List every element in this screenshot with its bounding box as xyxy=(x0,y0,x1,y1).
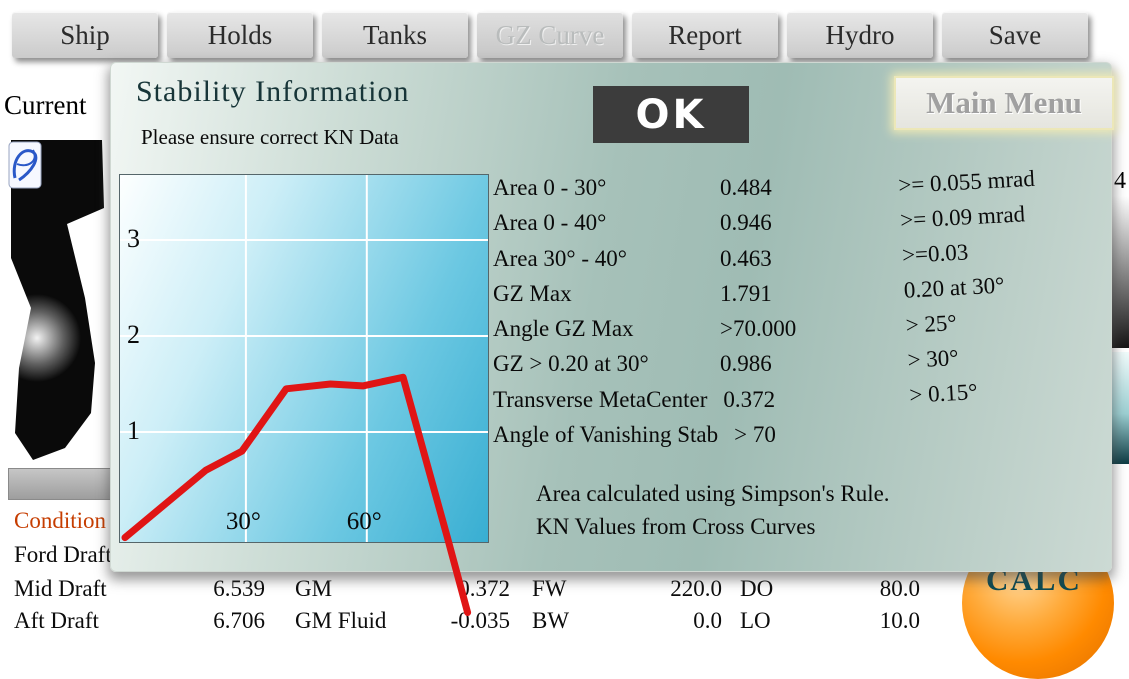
tab-bar: Ship Holds Tanks GZ Curve Report Hydro Save xyxy=(0,0,1129,62)
ship-silhouette xyxy=(0,140,104,460)
table-cell: GM xyxy=(295,576,333,601)
stability-value: 0.463 xyxy=(720,245,772,271)
table-cell: DO xyxy=(740,576,774,601)
stability-label: Area 30° - 40° xyxy=(493,245,627,271)
knot-icon xyxy=(8,141,42,189)
table-cell: 220.0 xyxy=(670,576,722,601)
tab-gz-curve[interactable]: GZ Curve xyxy=(477,12,623,58)
stability-row: GZ Max 1.791 xyxy=(493,281,913,316)
stability-value: > 70 xyxy=(734,422,776,448)
stability-label: GZ Max xyxy=(493,280,572,306)
x-axis-tick-label: 60° xyxy=(346,508,382,535)
ok-button[interactable]: OK xyxy=(593,86,749,143)
tab-tanks[interactable]: Tanks xyxy=(322,12,468,58)
stability-row: Area 0 - 40° 0.946 xyxy=(493,210,913,245)
dialog-subtitle: Please ensure correct KN Data xyxy=(141,125,399,149)
note-line: KN Values from Cross Curves xyxy=(536,514,816,539)
stability-value: >70.000 xyxy=(720,316,797,342)
y-axis-tick-label: 1 xyxy=(127,416,140,445)
table-cell: BW xyxy=(532,608,570,633)
tab-report[interactable]: Report xyxy=(632,12,778,58)
table-cell: Aft Draft xyxy=(14,608,99,633)
stability-label: Area 0 - 30° xyxy=(493,175,607,200)
table-cell: Ford Draft xyxy=(14,542,112,567)
stability-value: 0.372 xyxy=(723,386,776,412)
dialog-title: Stability Information xyxy=(136,75,410,108)
stability-row: GZ > 0.20 at 30° 0.986 xyxy=(493,351,913,386)
stability-values-list: Area 0 - 30° 0.484 Area 0 - 40° 0.946 Area 3… xyxy=(493,175,913,457)
stability-label: Transverse MetaCenter xyxy=(493,386,708,412)
stability-row: Transverse MetaCenter 0.372 xyxy=(493,387,913,422)
stability-label: Angle GZ Max xyxy=(493,316,634,342)
dialog-notes: Area calculated using Simpson's Rule. KN… xyxy=(536,477,890,543)
stability-value: 1.791 xyxy=(720,280,772,306)
ship-view-scrollbar[interactable] xyxy=(8,468,112,500)
stability-criteria-column: >= 0.055 mrad >= 0.09 mrad >=0.03 0.20 at 3… xyxy=(898,161,1129,417)
tab-ship[interactable]: Ship xyxy=(12,12,158,58)
gz-curve-line xyxy=(121,373,472,616)
table-cell: 0.372 xyxy=(458,576,510,601)
table-cell: LO xyxy=(740,608,771,633)
main-menu-button[interactable]: Main Menu xyxy=(894,76,1114,130)
gz-curve-plot-area xyxy=(120,175,488,616)
stability-label: GZ > 0.20 at 30° xyxy=(493,351,649,377)
stability-information-dialog: Stability Information Please ensure corr… xyxy=(110,62,1114,616)
stability-row: Area 0 - 30° 0.484 xyxy=(493,175,913,210)
gz-curve-chart: 1 2 3 30° 60° xyxy=(119,174,489,616)
ship-profile-image xyxy=(0,138,107,468)
table-cell: FW xyxy=(532,576,567,601)
table-cell: 10.0 xyxy=(879,608,920,633)
y-axis-tick-label: 3 xyxy=(127,224,140,253)
table-cell: -0.035 xyxy=(450,608,510,633)
stability-row: Angle GZ Max >70.000 xyxy=(493,316,913,351)
tab-holds[interactable]: Holds xyxy=(167,12,313,58)
stability-label: Angle of Vanishing Stab xyxy=(493,422,719,448)
stability-row: Area 30° - 40° 0.463 xyxy=(493,246,913,281)
ship-glow xyxy=(0,294,81,382)
table-cell: Mid Draft xyxy=(14,576,107,601)
stability-label: Area 0 - 40° xyxy=(493,210,607,236)
y-axis-tick-label: 2 xyxy=(127,320,140,349)
tab-hydro[interactable]: Hydro xyxy=(787,12,933,58)
table-cell: 0.0 xyxy=(693,608,722,633)
stability-value: 0.986 xyxy=(720,351,772,377)
current-condition-label: Current xyxy=(4,90,87,120)
tab-save[interactable]: Save xyxy=(942,12,1088,58)
x-axis-tick-label: 30° xyxy=(225,508,261,535)
table-cell: 80.0 xyxy=(879,576,920,601)
table-cell: 6.706 xyxy=(213,608,265,633)
stability-value: 0.484 xyxy=(720,175,772,200)
stability-row: Angle of Vanishing Stab > 70 xyxy=(493,422,913,457)
note-line: Area calculated using Simpson's Rule. xyxy=(536,481,890,506)
table-cell: Condition xyxy=(14,508,107,533)
stability-value: 0.946 xyxy=(720,210,772,236)
table-cell: GM Fluid xyxy=(295,608,387,633)
table-cell: 6.539 xyxy=(213,576,265,601)
condition-summary-table: Condition Ford Draft Mid Draft 6.539 GM 0.372… xyxy=(14,508,920,633)
side-scale-tick-label: 4 xyxy=(1114,168,1126,194)
